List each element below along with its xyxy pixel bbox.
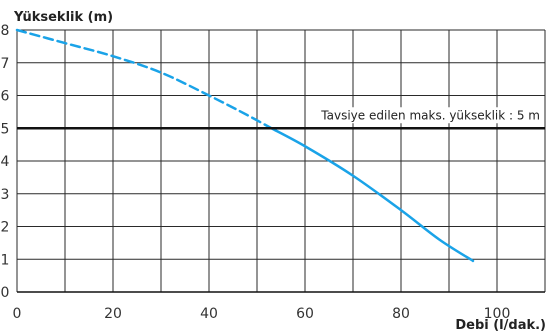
x-tick-label-2: 40 — [200, 306, 218, 322]
y-tick-label-3: 3 — [1, 187, 10, 203]
reference-line-label: Tavsiye edilen maks. yükseklik : 5 m — [320, 108, 540, 122]
y-tick-label-4: 4 — [1, 154, 10, 170]
reference-label-background — [317, 107, 543, 124]
x-tick-label-0: 0 — [13, 306, 22, 322]
y-axis-label: Yükseklik (m) — [13, 10, 113, 25]
y-tick-label-2: 2 — [1, 220, 10, 236]
reference-layer: Tavsiye edilen maks. yükseklik : 5 m — [17, 107, 545, 130]
y-tick-label-5: 5 — [1, 121, 10, 137]
y-tick-label-6: 6 — [1, 89, 10, 105]
x-tick-label-3: 60 — [296, 306, 314, 322]
y-tick-label-0: 0 — [1, 285, 10, 301]
tick-labels: 0 20 40 60 80 100 0 1 2 3 4 5 6 7 8 — [1, 23, 511, 322]
series-line-solid — [270, 127, 475, 263]
y-tick-label-1: 1 — [1, 252, 10, 268]
x-tick-label-5: 100 — [484, 306, 511, 322]
grid-lines — [16, 29, 546, 293]
series-layer — [15, 28, 475, 263]
series-line-dashed — [15, 28, 273, 130]
x-tick-label-4: 80 — [392, 306, 410, 322]
x-tick-label-1: 20 — [104, 306, 122, 322]
y-tick-label-7: 7 — [1, 56, 10, 72]
x-axis-label: Debi (l/dak.) — [455, 318, 546, 333]
y-tick-label-8: 8 — [1, 23, 10, 39]
